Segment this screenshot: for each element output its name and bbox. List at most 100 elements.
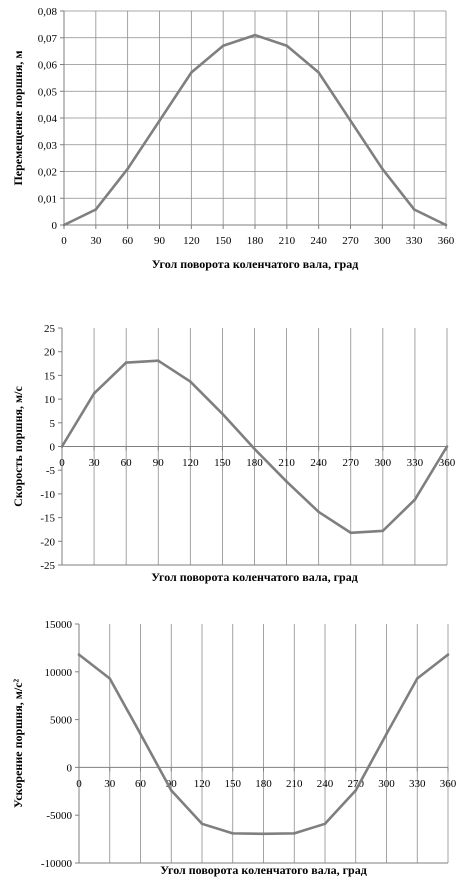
data-point	[221, 412, 224, 416]
data-point	[381, 167, 384, 171]
y-tick-label: 0,03	[38, 140, 58, 152]
data-point	[108, 677, 112, 680]
data-point	[349, 531, 353, 535]
y-tick-label: 10000	[45, 667, 73, 679]
y-tick-label: -10000	[41, 858, 73, 870]
y-tick-label: 25	[44, 323, 56, 335]
data-point	[126, 167, 129, 171]
data-point	[323, 822, 327, 826]
x-tick-label: 300	[378, 778, 395, 790]
x-axis-label: Угол поворота коленчатого вала, град	[160, 863, 367, 877]
y-tick-label: 0,02	[38, 167, 57, 179]
x-tick-label: 360	[438, 235, 455, 247]
y-tick-label: 0,05	[38, 86, 58, 98]
x-tick-label: 360	[439, 457, 456, 469]
x-tick-label: 120	[182, 457, 199, 469]
data-point	[415, 677, 419, 680]
x-tick-label: 30	[89, 457, 101, 469]
y-tick-label: 0,01	[38, 193, 57, 205]
y-tick-label: 0	[52, 220, 58, 232]
data-point	[285, 44, 289, 48]
data-point	[285, 480, 288, 483]
x-tick-label: 90	[153, 457, 165, 469]
x-tick-label: 120	[194, 778, 211, 790]
x-tick-label: 30	[90, 235, 102, 247]
x-tick-label: 330	[406, 235, 423, 247]
y-tick-label: 5000	[50, 715, 73, 727]
x-tick-label: 180	[255, 778, 272, 790]
x-tick-label: 30	[104, 778, 116, 790]
data-point	[139, 732, 142, 736]
y-tick-label: 0	[67, 762, 73, 774]
x-tick-label: 120	[183, 235, 200, 247]
data-point	[92, 392, 96, 395]
y-tick-label: -10	[40, 489, 55, 501]
y-tick-label: -5	[46, 465, 56, 477]
x-tick-label: 60	[122, 235, 134, 247]
data-point	[385, 732, 388, 736]
data-point	[253, 33, 257, 37]
data-point	[412, 208, 416, 211]
data-point	[94, 208, 98, 211]
x-tick-label: 90	[166, 778, 178, 790]
data-point	[221, 44, 225, 48]
y-tick-label: 10	[44, 394, 56, 406]
x-tick-label: 210	[286, 778, 303, 790]
x-axis-label: Угол поворота коленчатого вала, град	[151, 570, 358, 584]
x-tick-label: 210	[279, 235, 296, 247]
data-point	[349, 119, 352, 122]
y-tick-label: -20	[40, 536, 55, 548]
x-tick-label: 300	[375, 457, 392, 469]
y-tick-label: -5000	[46, 810, 72, 822]
y-tick-label: 0,06	[38, 60, 58, 72]
data-point	[253, 447, 256, 451]
data-point	[190, 71, 193, 74]
data-point	[317, 510, 320, 514]
data-point	[413, 498, 417, 501]
y-tick-label: 15000	[45, 619, 73, 631]
x-tick-label: 0	[59, 457, 65, 469]
x-tick-label: 210	[278, 457, 295, 469]
displacement-chart: 0 0,01 0,02 0,03 0,04 0,05 0,06 0,07 0,08 0 30 60 90…	[11, 6, 455, 271]
data-point	[262, 832, 265, 836]
y-axis-label: Ускорение поршня, м/с²	[11, 678, 25, 808]
x-tick-label: 330	[409, 778, 426, 790]
y-tick-label: 0,04	[38, 113, 58, 125]
data-point	[292, 832, 296, 835]
x-tick-label: 300	[374, 235, 391, 247]
x-tick-label: 0	[61, 235, 67, 247]
data-point	[158, 119, 161, 122]
y-tick-label: 0	[50, 442, 56, 454]
data-point	[156, 359, 160, 363]
x-tick-label: 360	[440, 778, 457, 790]
y-axis-label: Перемещение поршня, м	[11, 50, 25, 185]
x-tick-label: 60	[135, 778, 147, 790]
x-tick-label: 150	[215, 235, 232, 247]
y-tick-label: 15	[44, 370, 56, 382]
data-point	[445, 445, 449, 448]
x-tick-label: 60	[121, 457, 133, 469]
data-point	[169, 789, 173, 792]
y-tick-label: 0,08	[38, 6, 58, 18]
x-tick-label: 240	[310, 235, 327, 247]
x-tick-label: 180	[247, 235, 264, 247]
y-tick-label: 20	[44, 347, 56, 359]
x-tick-label: 150	[225, 778, 242, 790]
y-tick-label: -25	[40, 560, 55, 572]
data-point	[231, 832, 235, 835]
y-axis-label: Скорость поршня, м/с	[11, 386, 25, 507]
data-point	[444, 223, 448, 227]
x-tick-label: 240	[317, 778, 334, 790]
x-tick-label: 90	[154, 235, 166, 247]
x-tick-label: 180	[246, 457, 263, 469]
x-tick-label: 240	[310, 457, 327, 469]
data-point	[60, 445, 64, 448]
x-tick-label: 270	[342, 235, 359, 247]
data-point	[354, 789, 358, 792]
y-tick-label: -15	[40, 513, 55, 525]
data-point	[77, 653, 81, 656]
x-tick-label: 0	[76, 778, 82, 790]
x-tick-label: 270	[343, 457, 360, 469]
